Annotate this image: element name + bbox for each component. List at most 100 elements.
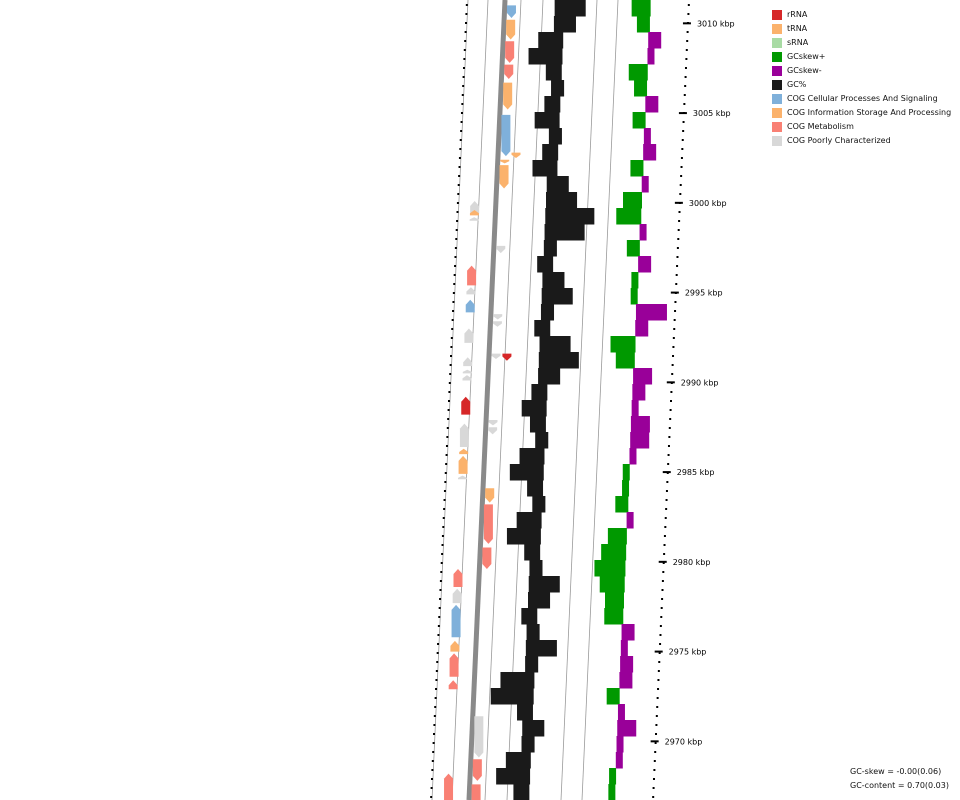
gc-content-bar bbox=[526, 624, 540, 641]
minor-tick bbox=[454, 256, 457, 258]
minor-tick bbox=[669, 409, 672, 411]
minor-tick bbox=[453, 283, 456, 285]
gc-content-bar bbox=[534, 320, 551, 337]
minor-tick bbox=[450, 337, 453, 339]
gc-skew-negative-bar bbox=[616, 736, 624, 753]
feature-rrna bbox=[502, 353, 512, 361]
minor-tick bbox=[659, 634, 662, 636]
gc-content-bar bbox=[553, 16, 576, 33]
legend-item-srna: sRNA bbox=[772, 36, 957, 50]
gc-content-bar bbox=[535, 432, 549, 449]
minor-tick bbox=[430, 796, 433, 798]
feature-cog-poorly-characterized bbox=[491, 353, 501, 359]
gc-skew-negative-bar bbox=[647, 48, 655, 65]
minor-tick bbox=[434, 706, 437, 708]
minor-tick bbox=[663, 553, 666, 555]
gc-content-bar bbox=[521, 608, 538, 625]
minor-tick bbox=[662, 571, 665, 573]
feature-cog-poorly-characterized bbox=[492, 321, 502, 327]
gc-skew-negative-bar bbox=[617, 704, 625, 721]
legend-item-cog-cellular-processes-and-signaling: COG Cellular Processes And Signaling bbox=[772, 92, 957, 106]
minor-tick bbox=[660, 607, 663, 609]
gc-skew-negative-bar bbox=[643, 144, 657, 161]
minor-tick bbox=[652, 787, 655, 789]
minor-tick bbox=[445, 445, 448, 447]
minor-tick bbox=[435, 679, 438, 681]
gc-content-bar bbox=[545, 208, 595, 225]
legend: rRNA tRNA sRNA GCskew+ GCskew- GC% COG Cellula… bbox=[772, 8, 957, 148]
feature-trna bbox=[450, 640, 460, 652]
feature-trna bbox=[499, 165, 509, 189]
minor-tick bbox=[678, 211, 681, 213]
gc-skew-negative-bar bbox=[635, 304, 667, 321]
gc-skew-negative-bar bbox=[635, 320, 649, 337]
minor-tick bbox=[452, 310, 455, 312]
track-guide-lines bbox=[431, 0, 619, 800]
gc-skew-positive-bar bbox=[601, 544, 627, 561]
minor-tick bbox=[458, 166, 461, 168]
minor-tick bbox=[443, 490, 446, 492]
feature-cog-metabolism bbox=[448, 680, 458, 690]
minor-tick bbox=[682, 130, 685, 132]
minor-tick bbox=[656, 706, 659, 708]
feature-trna bbox=[469, 210, 479, 216]
minor-tick bbox=[454, 247, 457, 249]
gc-content-bar bbox=[525, 656, 539, 673]
gc-content-bar bbox=[529, 416, 546, 433]
minor-tick bbox=[670, 400, 672, 402]
minor-tick bbox=[657, 670, 660, 672]
minor-tick bbox=[444, 481, 447, 483]
gc-skew-positive-bar bbox=[607, 528, 627, 545]
feature-cog-cellular-processes-and-signaling bbox=[451, 604, 461, 638]
minor-tick bbox=[653, 760, 656, 762]
minor-tick bbox=[449, 364, 452, 366]
feature-trna bbox=[459, 448, 469, 455]
minor-tick bbox=[666, 481, 669, 483]
minor-tick bbox=[684, 67, 687, 69]
minor-tick bbox=[681, 139, 684, 141]
feature-cog-metabolism bbox=[482, 547, 492, 570]
legend-item-cog-metabolism: COG Metabolism bbox=[772, 120, 957, 134]
minor-tick bbox=[680, 157, 683, 159]
minor-tick bbox=[672, 355, 675, 357]
gc-skew-negative-bar bbox=[633, 368, 653, 385]
guide-line bbox=[484, 0, 522, 800]
minor-tick bbox=[668, 427, 671, 429]
feature-trna bbox=[503, 82, 513, 110]
gc-skew-negative-bar bbox=[620, 640, 628, 657]
minor-tick bbox=[446, 427, 449, 429]
major-tick bbox=[666, 381, 675, 384]
gc-skew-positive-bar bbox=[636, 16, 650, 33]
minor-tick bbox=[654, 751, 657, 753]
minor-tick bbox=[463, 49, 466, 51]
minor-tick bbox=[460, 121, 463, 123]
gc-skew-negative-bar bbox=[630, 416, 650, 433]
minor-tick bbox=[439, 580, 442, 582]
minor-tick bbox=[685, 58, 688, 60]
minor-tick bbox=[461, 103, 464, 105]
minor-tick bbox=[445, 454, 448, 456]
minor-tick bbox=[656, 697, 659, 699]
gc-skew-positive-bar bbox=[610, 336, 636, 353]
minor-tick bbox=[450, 355, 453, 357]
legend-swatch bbox=[772, 66, 782, 76]
minor-tick bbox=[431, 769, 434, 771]
gc-content-bar bbox=[509, 464, 544, 481]
minor-tick bbox=[663, 544, 666, 546]
gc-skew-negative-bar bbox=[615, 752, 623, 769]
minor-tick bbox=[671, 373, 674, 375]
feature-cog-poorly-characterized bbox=[452, 588, 462, 604]
gc-skew-positive-bar bbox=[615, 352, 635, 369]
gc-content-bar bbox=[544, 224, 585, 241]
minor-tick bbox=[684, 85, 687, 87]
gc-content-bar bbox=[537, 256, 554, 273]
minor-tick bbox=[667, 463, 670, 465]
gc-skew-negative-bar bbox=[621, 624, 635, 641]
minor-tick bbox=[433, 733, 436, 735]
tick-label: 2985 kbp bbox=[677, 468, 715, 477]
feature-cog-cellular-processes-and-signaling bbox=[506, 5, 516, 18]
minor-tick bbox=[438, 616, 441, 618]
legend-swatch bbox=[772, 108, 782, 118]
minor-tick bbox=[664, 517, 667, 519]
